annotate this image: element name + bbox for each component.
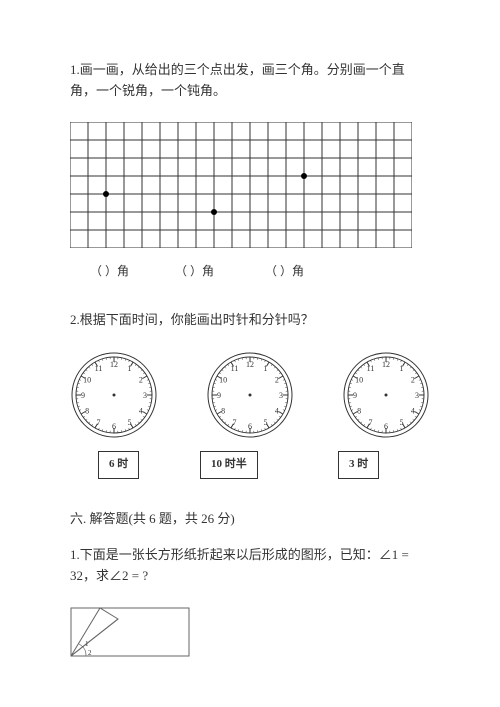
q2-text: 2.根据下面时间，你能画出时针和分针吗？ [70, 310, 430, 331]
svg-text:4: 4 [139, 407, 143, 416]
svg-text:8: 8 [85, 407, 89, 416]
svg-text:6: 6 [384, 422, 388, 431]
svg-text:3: 3 [279, 391, 283, 400]
svg-text:12: 12 [110, 360, 118, 369]
q1-text: 1.画一画，从给出的三个点出发，画三个角。分别画一个直角，一个锐角，一个钝角。 [70, 60, 430, 102]
svg-text:1: 1 [85, 640, 89, 648]
svg-text:2: 2 [88, 649, 92, 657]
clock-face: 121234567891011 [70, 351, 158, 439]
clocks-row: 1212345678910111212345678910111212345678… [70, 351, 430, 439]
svg-text:1: 1 [400, 364, 404, 373]
svg-text:3: 3 [415, 391, 419, 400]
svg-text:8: 8 [357, 407, 361, 416]
svg-text:7: 7 [233, 418, 237, 427]
svg-text:4: 4 [411, 407, 415, 416]
q3-figure: 12 [70, 607, 430, 664]
section-6-title: 六. 解答题(共 6 题，共 26 分) [70, 509, 430, 530]
svg-text:9: 9 [217, 391, 221, 400]
q1-labels-row: （ ）角 （ ）角 （ ）角 [70, 262, 430, 280]
svg-text:2: 2 [275, 376, 279, 385]
svg-text:11: 11 [231, 364, 239, 373]
svg-text:9: 9 [81, 391, 85, 400]
time-boxes-row: 6 时 10 时半 3 时 [70, 451, 430, 479]
svg-text:1: 1 [128, 364, 132, 373]
svg-text:5: 5 [128, 418, 132, 427]
svg-text:6: 6 [112, 422, 116, 431]
svg-text:8: 8 [221, 407, 225, 416]
clock-face: 121234567891011 [342, 351, 430, 439]
svg-text:3: 3 [143, 391, 147, 400]
svg-text:12: 12 [246, 360, 254, 369]
clock-face: 121234567891011 [206, 351, 294, 439]
svg-text:11: 11 [367, 364, 375, 373]
svg-text:2: 2 [411, 376, 415, 385]
svg-text:5: 5 [264, 418, 268, 427]
svg-text:1: 1 [264, 364, 268, 373]
q1-grid [70, 122, 430, 255]
svg-text:5: 5 [400, 418, 404, 427]
svg-text:10: 10 [83, 376, 91, 385]
svg-text:9: 9 [353, 391, 357, 400]
grid-angle-label: （ ）角 [175, 262, 214, 281]
q3-text: 1.下面是一张长方形纸折起来以后形成的图形，已知：∠1 = 32，求∠2 = ? [70, 545, 430, 587]
time-box: 10 时半 [200, 451, 258, 479]
svg-text:4: 4 [275, 407, 279, 416]
svg-text:7: 7 [97, 418, 101, 427]
svg-text:10: 10 [219, 376, 227, 385]
svg-text:10: 10 [355, 376, 363, 385]
grid-angle-label: （ ）角 [90, 262, 129, 281]
svg-text:6: 6 [248, 422, 252, 431]
svg-text:7: 7 [369, 418, 373, 427]
time-box: 6 时 [98, 451, 139, 479]
grid-angle-label: （ ）角 [265, 262, 304, 281]
svg-text:12: 12 [382, 360, 390, 369]
svg-text:11: 11 [95, 364, 103, 373]
svg-text:2: 2 [139, 376, 143, 385]
time-box: 3 时 [338, 451, 379, 479]
